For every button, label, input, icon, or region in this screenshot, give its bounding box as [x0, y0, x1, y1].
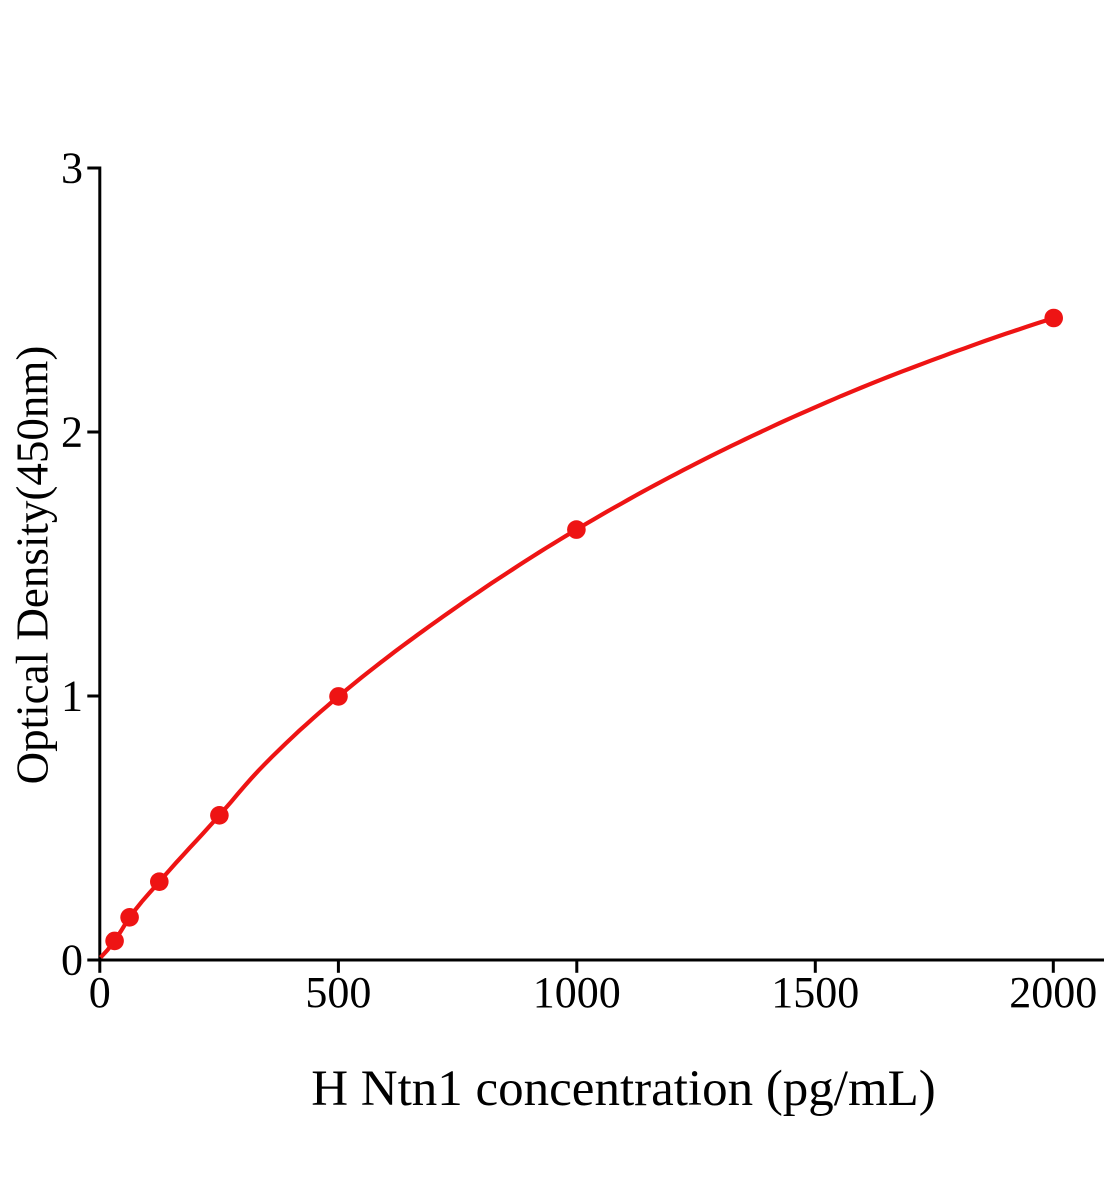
svg-text:1500: 1500: [771, 968, 859, 1017]
svg-text:3: 3: [61, 144, 83, 193]
svg-text:1000: 1000: [533, 968, 621, 1017]
svg-text:1: 1: [61, 672, 83, 721]
svg-text:2000: 2000: [1009, 968, 1097, 1017]
svg-text:2: 2: [61, 408, 83, 457]
svg-text:0: 0: [61, 936, 83, 985]
svg-text:H Ntn1 concentration (pg/mL): H Ntn1 concentration (pg/mL): [311, 1061, 936, 1117]
svg-text:Optical Density(450nm): Optical Density(450nm): [8, 346, 58, 785]
svg-text:500: 500: [305, 968, 371, 1017]
svg-text:0: 0: [89, 968, 111, 1017]
